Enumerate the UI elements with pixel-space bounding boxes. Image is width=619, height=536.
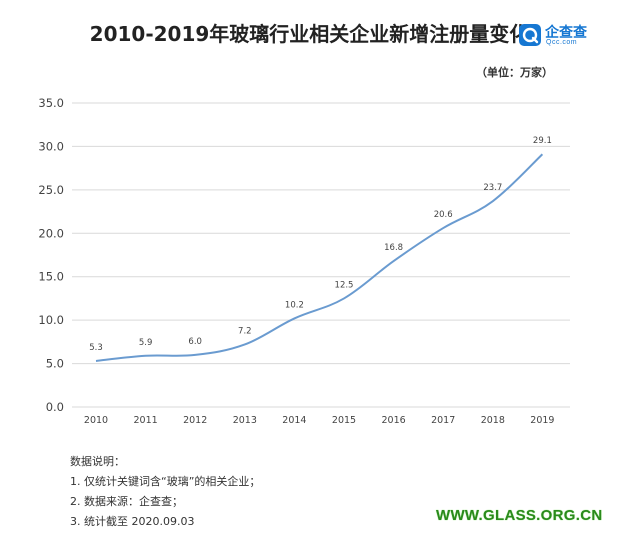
data-label: 20.6 <box>434 210 453 220</box>
qcc-logo-icon <box>519 24 541 46</box>
x-tick-label: 2019 <box>530 415 554 426</box>
data-label: 7.2 <box>238 326 252 336</box>
data-label: 10.2 <box>285 300 304 310</box>
x-tick-label: 2013 <box>233 415 257 426</box>
x-tick-label: 2010 <box>84 415 108 426</box>
logo-subtitle: Qcc.com <box>546 39 578 46</box>
x-tick-label: 2012 <box>183 415 207 426</box>
unit-label: （单位：万家） <box>476 66 553 79</box>
x-tick-label: 2014 <box>282 415 306 426</box>
data-label: 16.8 <box>384 243 403 253</box>
data-label: 29.1 <box>533 136 552 146</box>
watermark-url: WWW.GLASS.ORG.CN <box>436 507 603 524</box>
note-item-3: 3. 统计截至 2020.09.03 <box>70 515 195 528</box>
note-item-2: 2. 数据来源：企查查； <box>70 495 183 508</box>
data-notes: 数据说明： 1. 仅统计关键词含“玻璃”的相关企业； 2. 数据来源：企查查； … <box>70 452 260 532</box>
data-label: 5.3 <box>89 343 103 353</box>
y-tick-label: 35.0 <box>38 96 64 110</box>
chart-title: 2010-2019年玻璃行业相关企业新增注册量变化 <box>89 22 530 46</box>
y-tick-label: 30.0 <box>38 139 64 153</box>
line-chart: 0.05.010.015.020.025.030.035.0 2010 2011 2… <box>38 96 570 426</box>
series-layer <box>95 153 544 362</box>
note-item-1: 1. 仅统计关键词含“玻璃”的相关企业； <box>70 475 261 488</box>
data-label: 12.5 <box>335 280 354 290</box>
y-tick-label: 15.0 <box>38 270 64 284</box>
data-label: 6.0 <box>188 337 202 347</box>
data-label-layer: 5.3 5.9 6.0 7.2 10.2 12.5 16.8 20.6 23.7 29.1 <box>89 136 552 353</box>
x-tick-label: 2015 <box>332 415 356 426</box>
x-tick-label: 2011 <box>134 415 158 426</box>
data-label: 23.7 <box>483 183 502 193</box>
y-tick-label: 0.0 <box>46 400 64 414</box>
y-tick-label: 10.0 <box>38 313 64 327</box>
notes-heading: 数据说明： <box>70 455 125 468</box>
y-tick-label: 20.0 <box>38 226 64 240</box>
y-tick-label: 5.0 <box>46 357 64 371</box>
y-tick-label: 25.0 <box>38 183 64 197</box>
logo-name: 企查查 <box>545 25 587 41</box>
grid-layer <box>72 102 570 408</box>
y-axis: 0.0 5.0 10.0 15.0 20.0 25.0 30.0 35.0 <box>38 96 64 414</box>
data-label: 5.9 <box>139 338 153 348</box>
series-line <box>95 153 544 362</box>
x-tick-label: 2018 <box>481 415 505 426</box>
x-tick-label: 2017 <box>431 415 455 426</box>
x-axis: 2010 2011 2012 2013 2014 2015 2016 2017 2018 2019 <box>84 415 555 426</box>
qcc-logo: 企查查 Qcc.com <box>519 22 611 50</box>
x-tick-label: 2016 <box>382 415 406 426</box>
